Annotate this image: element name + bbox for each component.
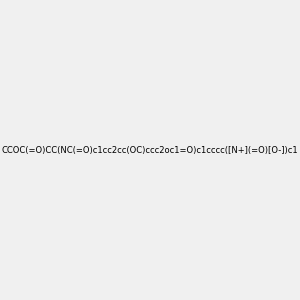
Text: CCOC(=O)CC(NC(=O)c1cc2cc(OC)ccc2oc1=O)c1cccc([N+](=O)[O-])c1: CCOC(=O)CC(NC(=O)c1cc2cc(OC)ccc2oc1=O)c1… [2,146,298,154]
